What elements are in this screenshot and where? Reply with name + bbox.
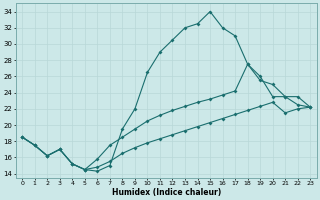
X-axis label: Humidex (Indice chaleur): Humidex (Indice chaleur) [112, 188, 221, 197]
